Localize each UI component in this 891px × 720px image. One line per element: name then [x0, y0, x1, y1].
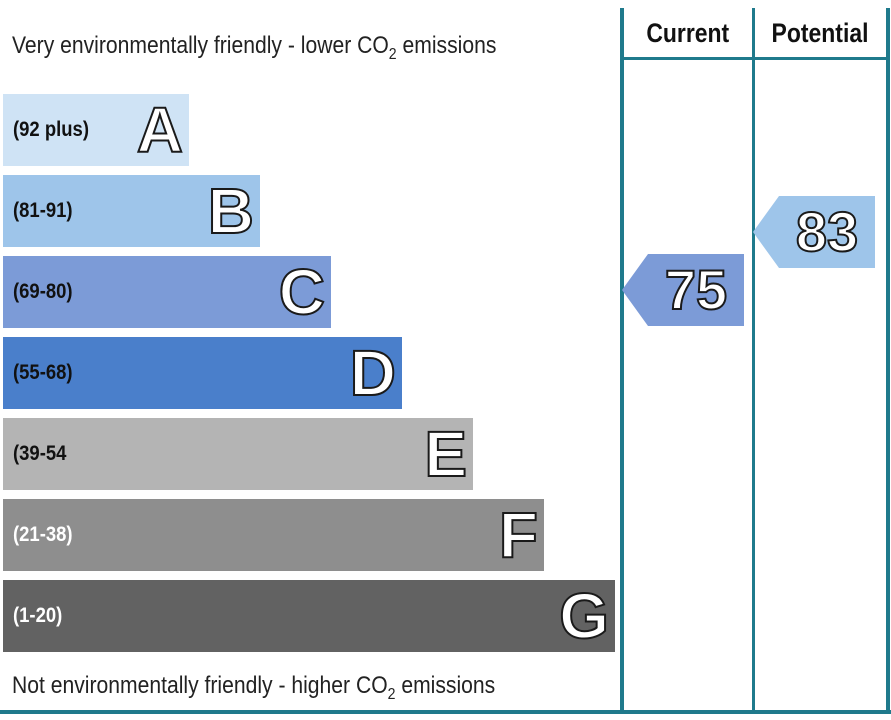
potential-rating-arrow: 83 [753, 196, 875, 268]
band-range-label: (39-54 [13, 442, 67, 465]
band-d: (55-68) D [3, 337, 402, 409]
band-letter: A [136, 94, 184, 166]
band-b: (81-91) B [3, 175, 260, 247]
bottom-border [0, 710, 891, 714]
band-e: (39-54 E [3, 418, 473, 490]
arrow-body [753, 196, 875, 268]
band-g: (1-20) G [3, 580, 615, 652]
current-rating-arrow: 75 [622, 254, 744, 326]
current-rating-value: 75 [664, 258, 728, 321]
band-letter: G [558, 580, 610, 652]
column-divider-right [886, 8, 890, 712]
arrow-shape [753, 196, 875, 268]
band-range-label: (69-80) [13, 280, 73, 303]
band-letter: F [498, 499, 539, 571]
band-range-label: (81-91) [13, 199, 73, 222]
band-range-label: (1-20) [13, 604, 63, 627]
bottom-label: Not environmentally friendly - higher CO… [12, 672, 496, 703]
current-header: Current [646, 18, 730, 48]
arrow-shape [622, 254, 744, 326]
potential-header: Potential [772, 18, 869, 48]
band-range-label: (55-68) [13, 361, 73, 384]
column-divider-left [620, 8, 624, 712]
band-f: (21-38) F [3, 499, 544, 571]
header-underline [620, 57, 890, 60]
column-divider-middle [752, 8, 755, 712]
band-letter: E [423, 418, 468, 490]
band-range-label: (21-38) [13, 523, 73, 546]
potential-rating-value: 83 [795, 200, 859, 263]
band-letter: C [278, 256, 326, 328]
band-a: (92 plus) A [3, 94, 189, 166]
band-letter: D [349, 337, 397, 409]
band-c: (69-80) C [3, 256, 331, 328]
top-label: Very environmentally friendly - lower CO… [12, 32, 497, 63]
band-range-label: (92 plus) [13, 118, 89, 141]
arrow-body [622, 254, 744, 326]
band-letter: B [207, 175, 255, 247]
